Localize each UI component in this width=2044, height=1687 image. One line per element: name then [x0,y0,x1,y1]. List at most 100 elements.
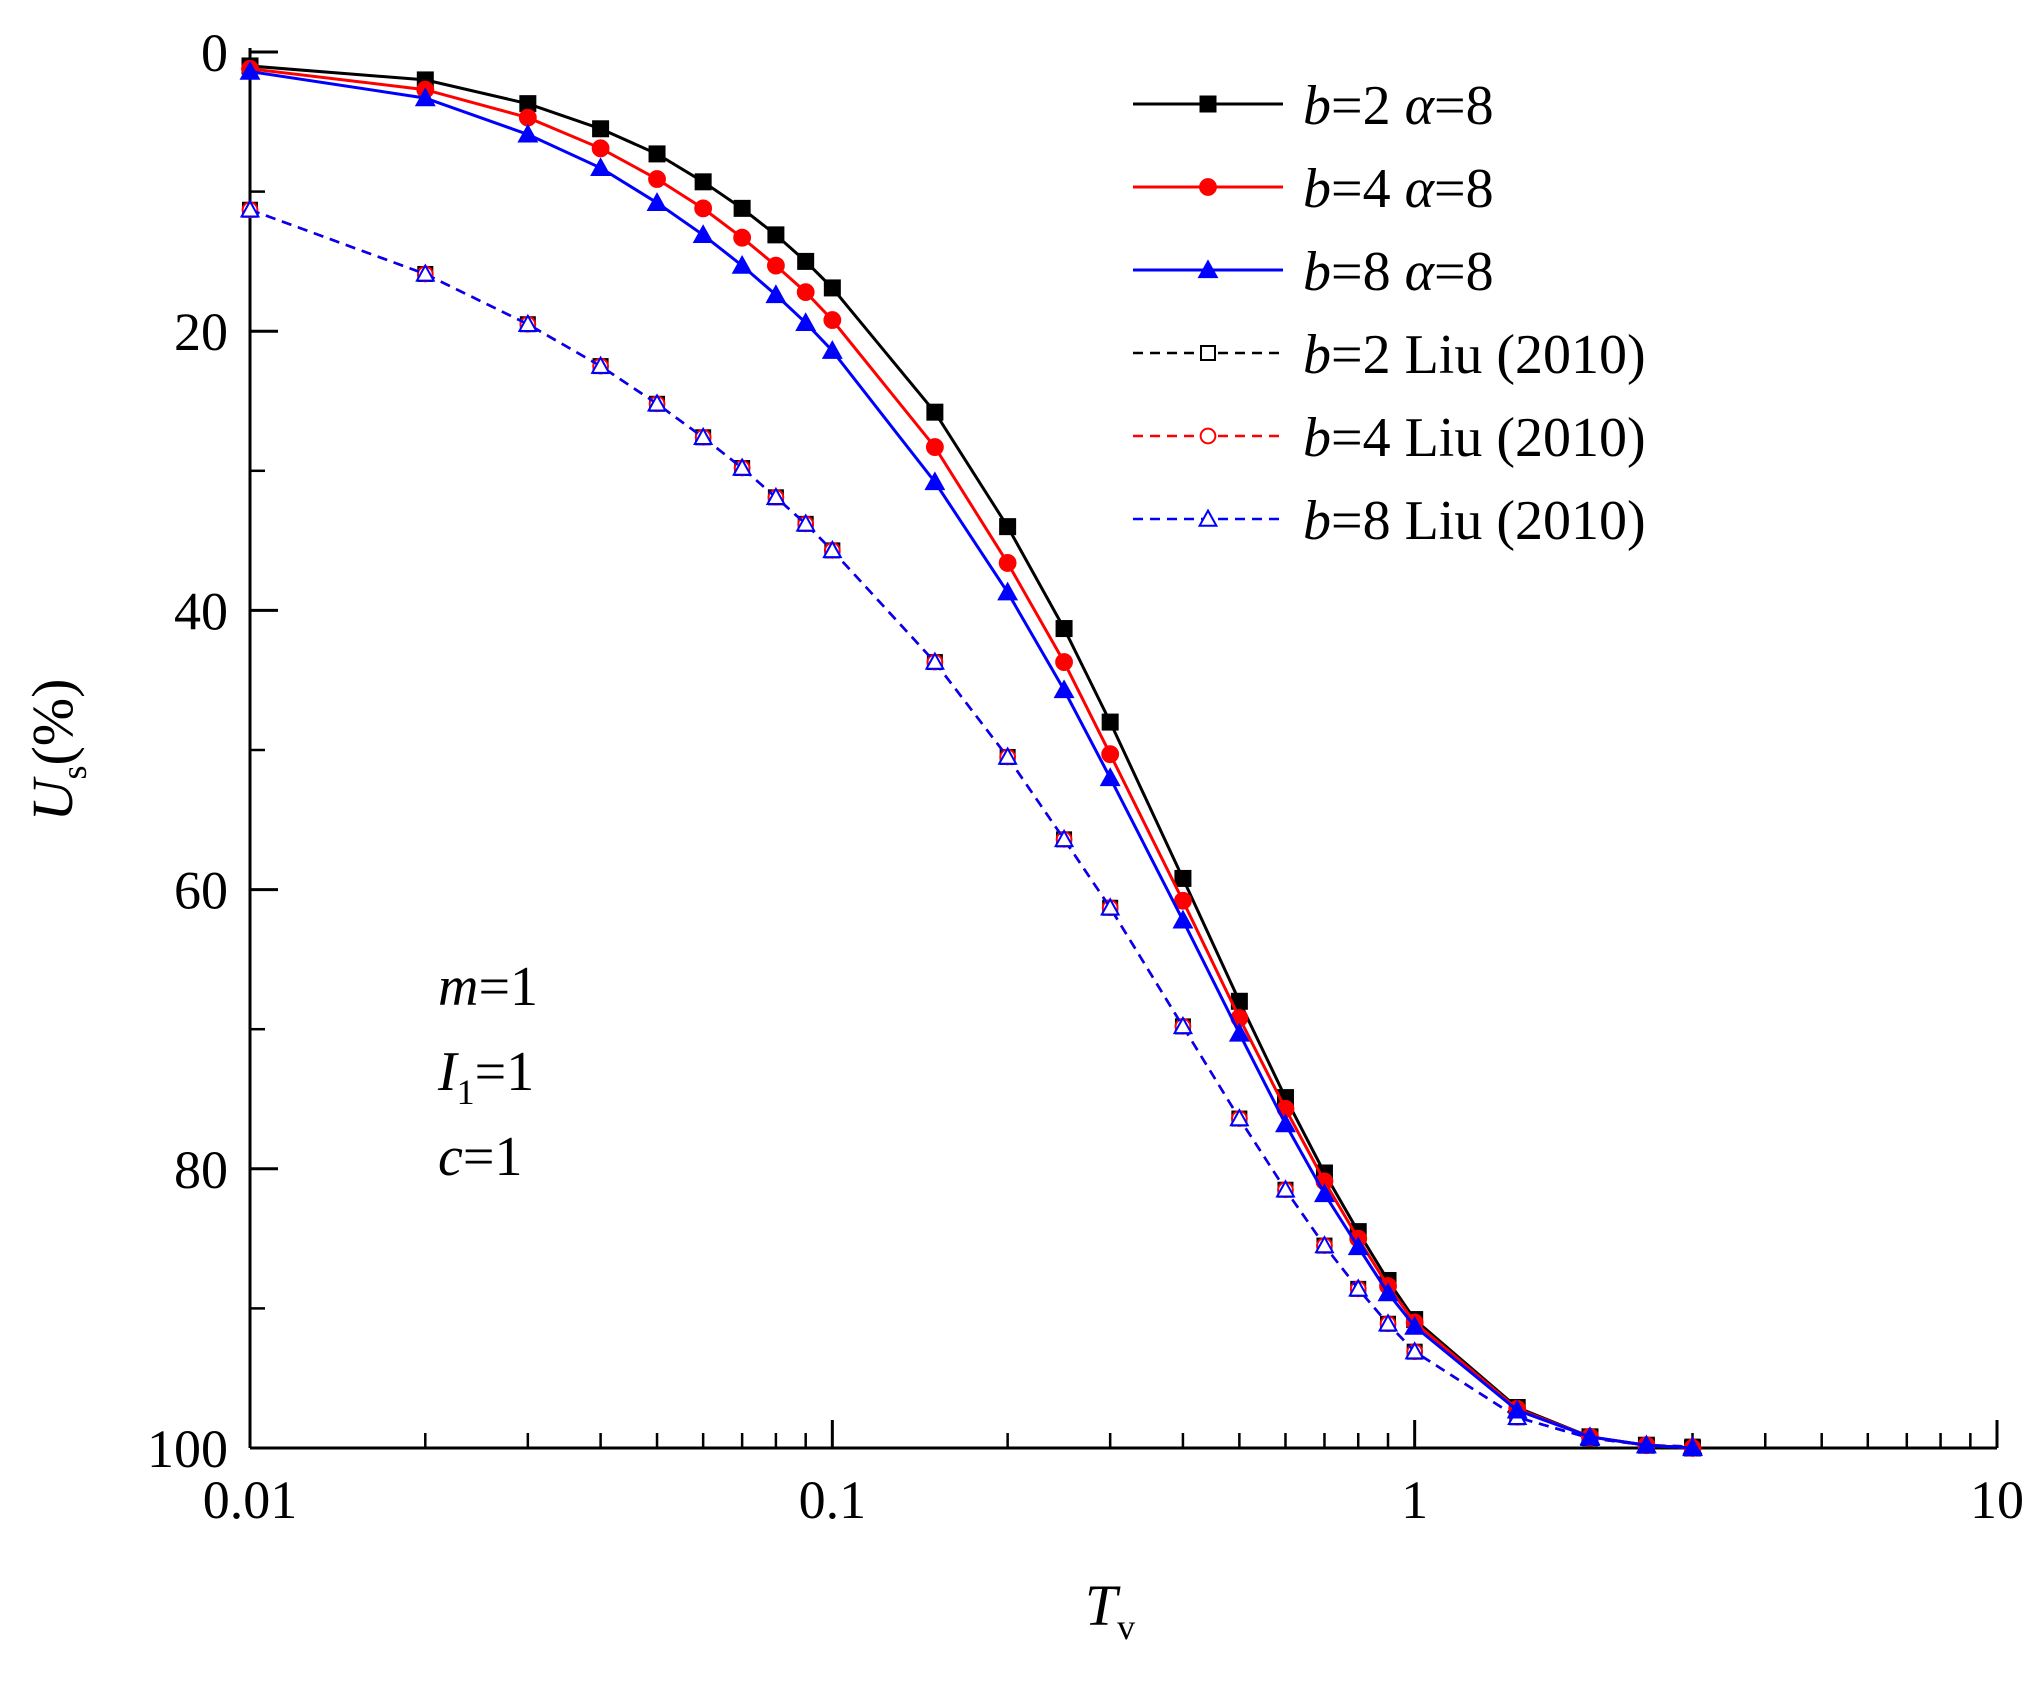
data-point-triangle [765,486,786,506]
y-tick-label: 0 [201,23,228,83]
data-point-square [926,403,944,421]
x-tick-label: 0.1 [799,1470,867,1530]
x-tick-label: 10 [1970,1470,2024,1530]
plot-area [248,48,1997,1450]
y-tick-label: 40 [174,581,228,641]
y-tick-label: 80 [174,1140,228,1200]
data-point-circle [591,139,610,158]
data-point-circle [1199,178,1217,196]
data-point-triangle [765,284,787,304]
legend-item-3: b=2 Liu (2010) [1133,324,1646,386]
data-point-triangle [795,312,817,332]
data-point-triangle [415,263,436,282]
legend-label: b=8 α=8 [1303,241,1494,303]
annotation-1: I1=1 [437,1041,534,1112]
x-tick-label: 1 [1401,1470,1428,1530]
data-point-triangle [1172,909,1194,929]
data-point-triangle [517,123,539,143]
y-tick-label: 60 [174,861,228,921]
data-point-square [999,518,1017,536]
data-point-triangle [590,355,611,374]
data-point-triangle [693,426,714,446]
data-point-triangle [1053,828,1075,848]
legend-item-2: b=8 α=8 [1133,241,1494,303]
data-point-triangle [239,199,261,218]
axis-labels: Tv Us(%) [20,679,1135,1647]
data-point-triangle [646,192,668,211]
data-point-triangle [646,393,668,412]
series-3 [242,201,1701,1455]
legend-label: b=4 Liu (2010) [1303,407,1646,469]
series-layer [239,57,1703,1457]
series-4 [241,201,1701,1455]
data-point-square [1101,713,1119,731]
data-point-circle [1101,745,1120,764]
data-point-circle [1199,427,1217,445]
data-point-triangle [997,581,1019,601]
data-point-triangle [1275,1179,1296,1198]
data-point-triangle [1347,1236,1369,1256]
parameter-annotations: m=1 I1=1 c=1 [437,956,538,1188]
data-point-triangle [997,746,1018,765]
data-point-triangle [1506,1399,1528,1419]
series-line [249,208,1693,1448]
data-point-square [1200,345,1216,361]
data-point-triangle [1377,1313,1399,1332]
y-axis-title: Us(%) [20,679,94,822]
data-point-circle [796,283,815,302]
data-point-triangle [1579,1426,1601,1446]
data-point-square [767,226,785,244]
data-point-triangle [239,60,261,80]
legend-item-1: b=4 α=8 [1133,158,1494,220]
data-point-square [648,145,666,163]
data-point-triangle [1053,679,1075,699]
x-tick-label: 0.01 [203,1470,298,1530]
data-point-triangle [590,157,612,177]
data-point-triangle [732,457,753,476]
data-point-triangle [1682,1437,1703,1457]
data-point-triangle [731,254,753,274]
data-point-triangle [822,539,843,559]
data-point-square [1055,620,1073,638]
data-point-triangle [1377,1282,1399,1302]
data-point-triangle [692,224,714,244]
data-point-triangle [1275,1113,1296,1133]
y-tick-label: 20 [174,302,228,362]
data-point-triangle [517,313,538,332]
data-point-square [797,252,815,270]
annotation-0: m=1 [438,956,538,1018]
annotation-2: c=1 [438,1126,522,1188]
data-point-triangle [1099,767,1121,787]
data-point-triangle [1635,1434,1657,1454]
data-point-square [823,279,841,297]
data-point-circle [1055,653,1073,671]
data-point-square [733,199,751,217]
x-axis-title: Tv [1085,1573,1135,1647]
data-point-triangle [1197,259,1219,279]
data-point-circle [998,554,1017,572]
data-point-circle [925,438,944,456]
data-point-triangle [1314,1235,1335,1254]
legend-label: b=2 α=8 [1303,75,1494,137]
data-point-square [592,120,610,138]
series-line [249,208,1693,1448]
data-point-circle [648,170,666,188]
data-point-triangle [1100,897,1121,916]
legend-item-0: b=2 α=8 [1133,75,1494,137]
data-point-square [1174,869,1192,887]
data-point-triangle [1228,1022,1250,1042]
data-point-triangle [1172,1015,1194,1035]
data-point-square [1199,95,1217,113]
data-point-triangle [414,87,436,107]
legend-label: b=4 α=8 [1303,158,1494,220]
y-tick-label: 100 [147,1419,228,1479]
legend-item-4: b=4 Liu (2010) [1133,407,1646,469]
data-point-triangle [1404,1315,1426,1335]
data-point-triangle [821,340,843,359]
data-point-triangle [1197,508,1219,527]
data-point-circle [694,199,713,218]
data-point-circle [823,311,842,329]
series-2 [239,60,1703,1457]
